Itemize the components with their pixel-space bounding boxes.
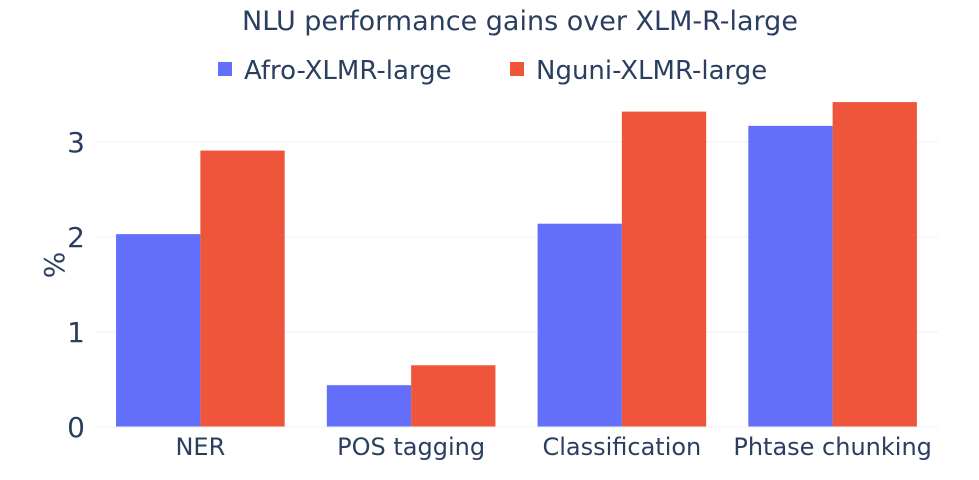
legend-label: Afro-XLMR-large [244,56,452,86]
bar-afro-xlmr-large-2 [326,385,412,427]
legend: Afro-XLMR-large Nguni-XLMR-large [218,56,767,86]
y-tick-label: 0 [67,411,85,444]
x-tick-label: Classification [542,433,701,461]
y-axis-label: % [38,252,71,279]
y-tick-label: 2 [67,221,85,254]
y-axis-ticks: 0 1 2 3 [67,126,85,444]
x-tick-label: POS tagging [337,433,485,461]
legend-swatch [218,62,232,76]
x-axis-ticks: NER POS tagging Classification Phtase chunk… [175,433,931,461]
legend-label: Nguni-XLMR-large [536,56,767,86]
chart-title: NLU performance gains over XLM-R-large [242,6,798,37]
bar-nguni-xlmr-large-4 [832,102,917,427]
bar-nguni-xlmr-large-3 [621,111,707,427]
bars [116,102,917,428]
bar-nguni-xlmr-large-2 [411,365,496,427]
x-tick-label: NER [175,433,225,461]
bar-afro-xlmr-large-3 [537,223,622,427]
bar-afro-xlmr-large-1 [116,234,201,427]
x-tick-label: Phtase chunking [733,433,932,461]
y-tick-label: 3 [67,126,85,159]
y-tick-label: 1 [67,316,85,349]
bar-nguni-xlmr-large-1 [200,150,285,428]
legend-swatch [510,62,524,76]
bar-afro-xlmr-large-4 [748,125,833,427]
